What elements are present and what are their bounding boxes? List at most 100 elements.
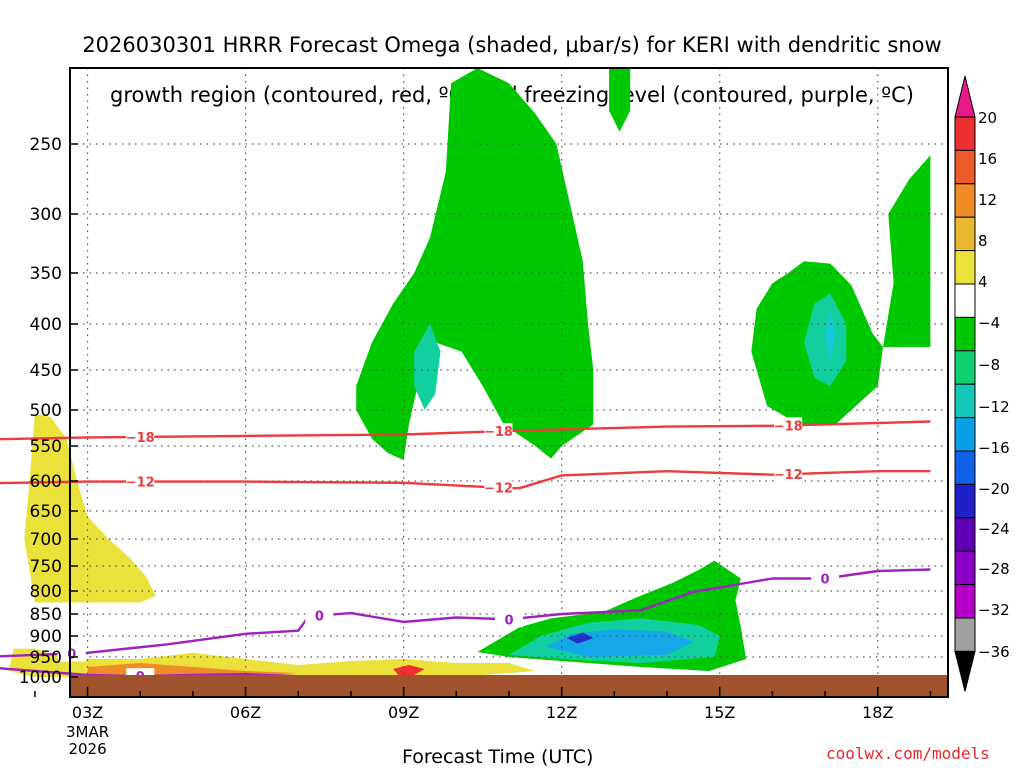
colorbar-label-3: 8 — [978, 232, 988, 250]
ytick-label-700: 700 — [30, 530, 62, 550]
dgz-minus18-label-bg-0 — [126, 428, 155, 445]
dgz-minus18-label-bg-2 — [774, 417, 803, 434]
colorbar-segment-16 — [954, 617, 976, 652]
freezing-level-upper-label-bg-3 — [811, 570, 840, 587]
colorbar-label-5: −4 — [978, 314, 1000, 332]
colorbar-segment-3 — [954, 183, 976, 218]
colorbar-segment-13 — [954, 517, 976, 552]
colorbar-label-2: 12 — [978, 191, 997, 209]
ytick-label-250: 250 — [30, 135, 62, 155]
ytick-label-600: 600 — [30, 472, 62, 492]
colorbar-segment-10 — [954, 417, 976, 452]
freezing-level-upper-label-1: 0 — [315, 609, 324, 624]
ytick-label-900: 900 — [30, 627, 62, 647]
colorbar-segment-15 — [954, 584, 976, 619]
colorbar-label-11: −28 — [978, 560, 1010, 578]
dgz-minus18-label-1: −18 — [484, 425, 513, 440]
colorbar-label-7: −12 — [978, 398, 1010, 416]
freezing-level-upper-label-3: 0 — [821, 573, 830, 588]
ytick-label-650: 650 — [30, 502, 62, 522]
dgz-minus18-label-bg-1 — [484, 423, 513, 440]
colorbar-label-6: −8 — [978, 356, 1000, 374]
dgz-minus12-label-bg-1 — [484, 479, 513, 496]
ytick-label-300: 300 — [30, 205, 62, 225]
colorbar-label-12: −32 — [978, 601, 1010, 619]
colorbar-label-8: −16 — [978, 439, 1010, 457]
dgz-minus18 — [0, 420, 931, 441]
dgz-minus12 — [0, 470, 931, 490]
freezing-level-upper-label-0: 0 — [67, 647, 76, 662]
colorbar-segment-7 — [954, 316, 976, 352]
omega-max-right — [825, 313, 836, 361]
ytick-label-750: 750 — [30, 557, 62, 577]
colorbar-segment-1 — [954, 116, 976, 151]
omega-core-upper — [414, 324, 441, 410]
ytick-label-450: 450 — [30, 361, 62, 381]
omega-core-right — [804, 293, 847, 386]
xtick-sublabel-1: 2026 — [68, 740, 106, 758]
freezing-level-upper-label-2: 0 — [504, 613, 513, 628]
xtick-label-18Z: 18Z — [862, 703, 893, 722]
freezing-level-upper-label-bg-1 — [305, 607, 334, 624]
ytick-label-350: 350 — [30, 264, 62, 284]
dgz-minus12-label-1: −12 — [484, 482, 513, 497]
dgz-minus12-label-2: −12 — [774, 468, 803, 483]
dgz-minus18-label-2: −18 — [774, 419, 803, 434]
pressure-axis: 2503003504004505005506006507007508008509… — [19, 135, 78, 688]
title-line-1: 2026030301 HRRR Forecast Omega (shaded, … — [82, 33, 942, 57]
sinking-motion-left — [24, 413, 156, 603]
contour-lines: −18−18−18−12−12−1200000 — [0, 417, 931, 685]
ytick-label-800: 800 — [30, 582, 62, 602]
colorbar-label-9: −20 — [978, 480, 1010, 498]
xtick-label-09Z: 09Z — [388, 703, 419, 722]
colorbar-label-13: −36 — [978, 643, 1010, 661]
freezing-level-upper-label-bg-0 — [57, 645, 86, 662]
ytick-label-550: 550 — [30, 437, 62, 457]
omega-sink-hot — [393, 665, 425, 675]
chart-title: 2026030301 HRRR Forecast Omega (shaded, … — [0, 8, 1024, 133]
ytick-label-400: 400 — [30, 315, 62, 335]
colorbar-top-arrow — [954, 75, 976, 118]
x-axis-label: Forecast Time (UTC) — [402, 746, 594, 768]
xtick-label-12Z: 12Z — [546, 703, 577, 722]
colorbar-label-0: 20 — [978, 109, 997, 127]
colorbar-segment-12 — [954, 483, 976, 519]
freezing-level-upper — [0, 568, 931, 658]
colorbar-bottom-arrow — [954, 650, 976, 692]
ytick-label-500: 500 — [30, 401, 62, 421]
ytick-label-850: 850 — [30, 605, 62, 625]
colorbar-segment-5 — [954, 250, 976, 285]
dgz-minus12-label-bg-2 — [774, 466, 803, 483]
omega-peak-low — [566, 632, 594, 644]
colorbar-label-4: 4 — [978, 273, 988, 291]
dgz-minus12-label-bg-0 — [126, 473, 155, 490]
colorbar-segment-14 — [954, 550, 976, 586]
credit-link[interactable]: coolwx.com/models — [826, 744, 990, 763]
freezing-level-upper-label-bg-2 — [495, 611, 523, 628]
colorbar-segment-6 — [954, 283, 976, 318]
dgz-minus12-label-0: −12 — [126, 476, 155, 491]
dgz-minus18-label-0: −18 — [126, 431, 155, 446]
colorbar-label-1: 16 — [978, 150, 997, 168]
xtick-sublabel-0: 3MAR — [66, 723, 109, 741]
upward-motion-top — [609, 68, 631, 132]
omega-shading — [8, 68, 931, 677]
gridlines — [70, 68, 948, 697]
xtick-label-03Z: 03Z — [72, 703, 103, 722]
xtick-label-15Z: 15Z — [704, 703, 735, 722]
ytick-label-1000: 1000 — [19, 668, 62, 688]
colorbar: 20 16 12 8 4 −4 −8 −12 −16 −20 −24 −28 −32 −36 — [954, 75, 1010, 692]
colorbar-segment-9 — [954, 383, 976, 419]
colorbar-label-10: −24 — [978, 520, 1010, 538]
colorbar-segment-8 — [954, 350, 976, 385]
upward-motion-right — [751, 155, 931, 425]
colorbar-segment-2 — [954, 149, 976, 185]
colorbar-segment-11 — [954, 450, 976, 485]
ytick-label-950: 950 — [30, 648, 62, 668]
upward-motion-center — [356, 68, 594, 460]
colorbar-segment-4 — [954, 216, 976, 252]
xtick-label-06Z: 06Z — [230, 703, 261, 722]
ground-layer — [70, 675, 948, 697]
